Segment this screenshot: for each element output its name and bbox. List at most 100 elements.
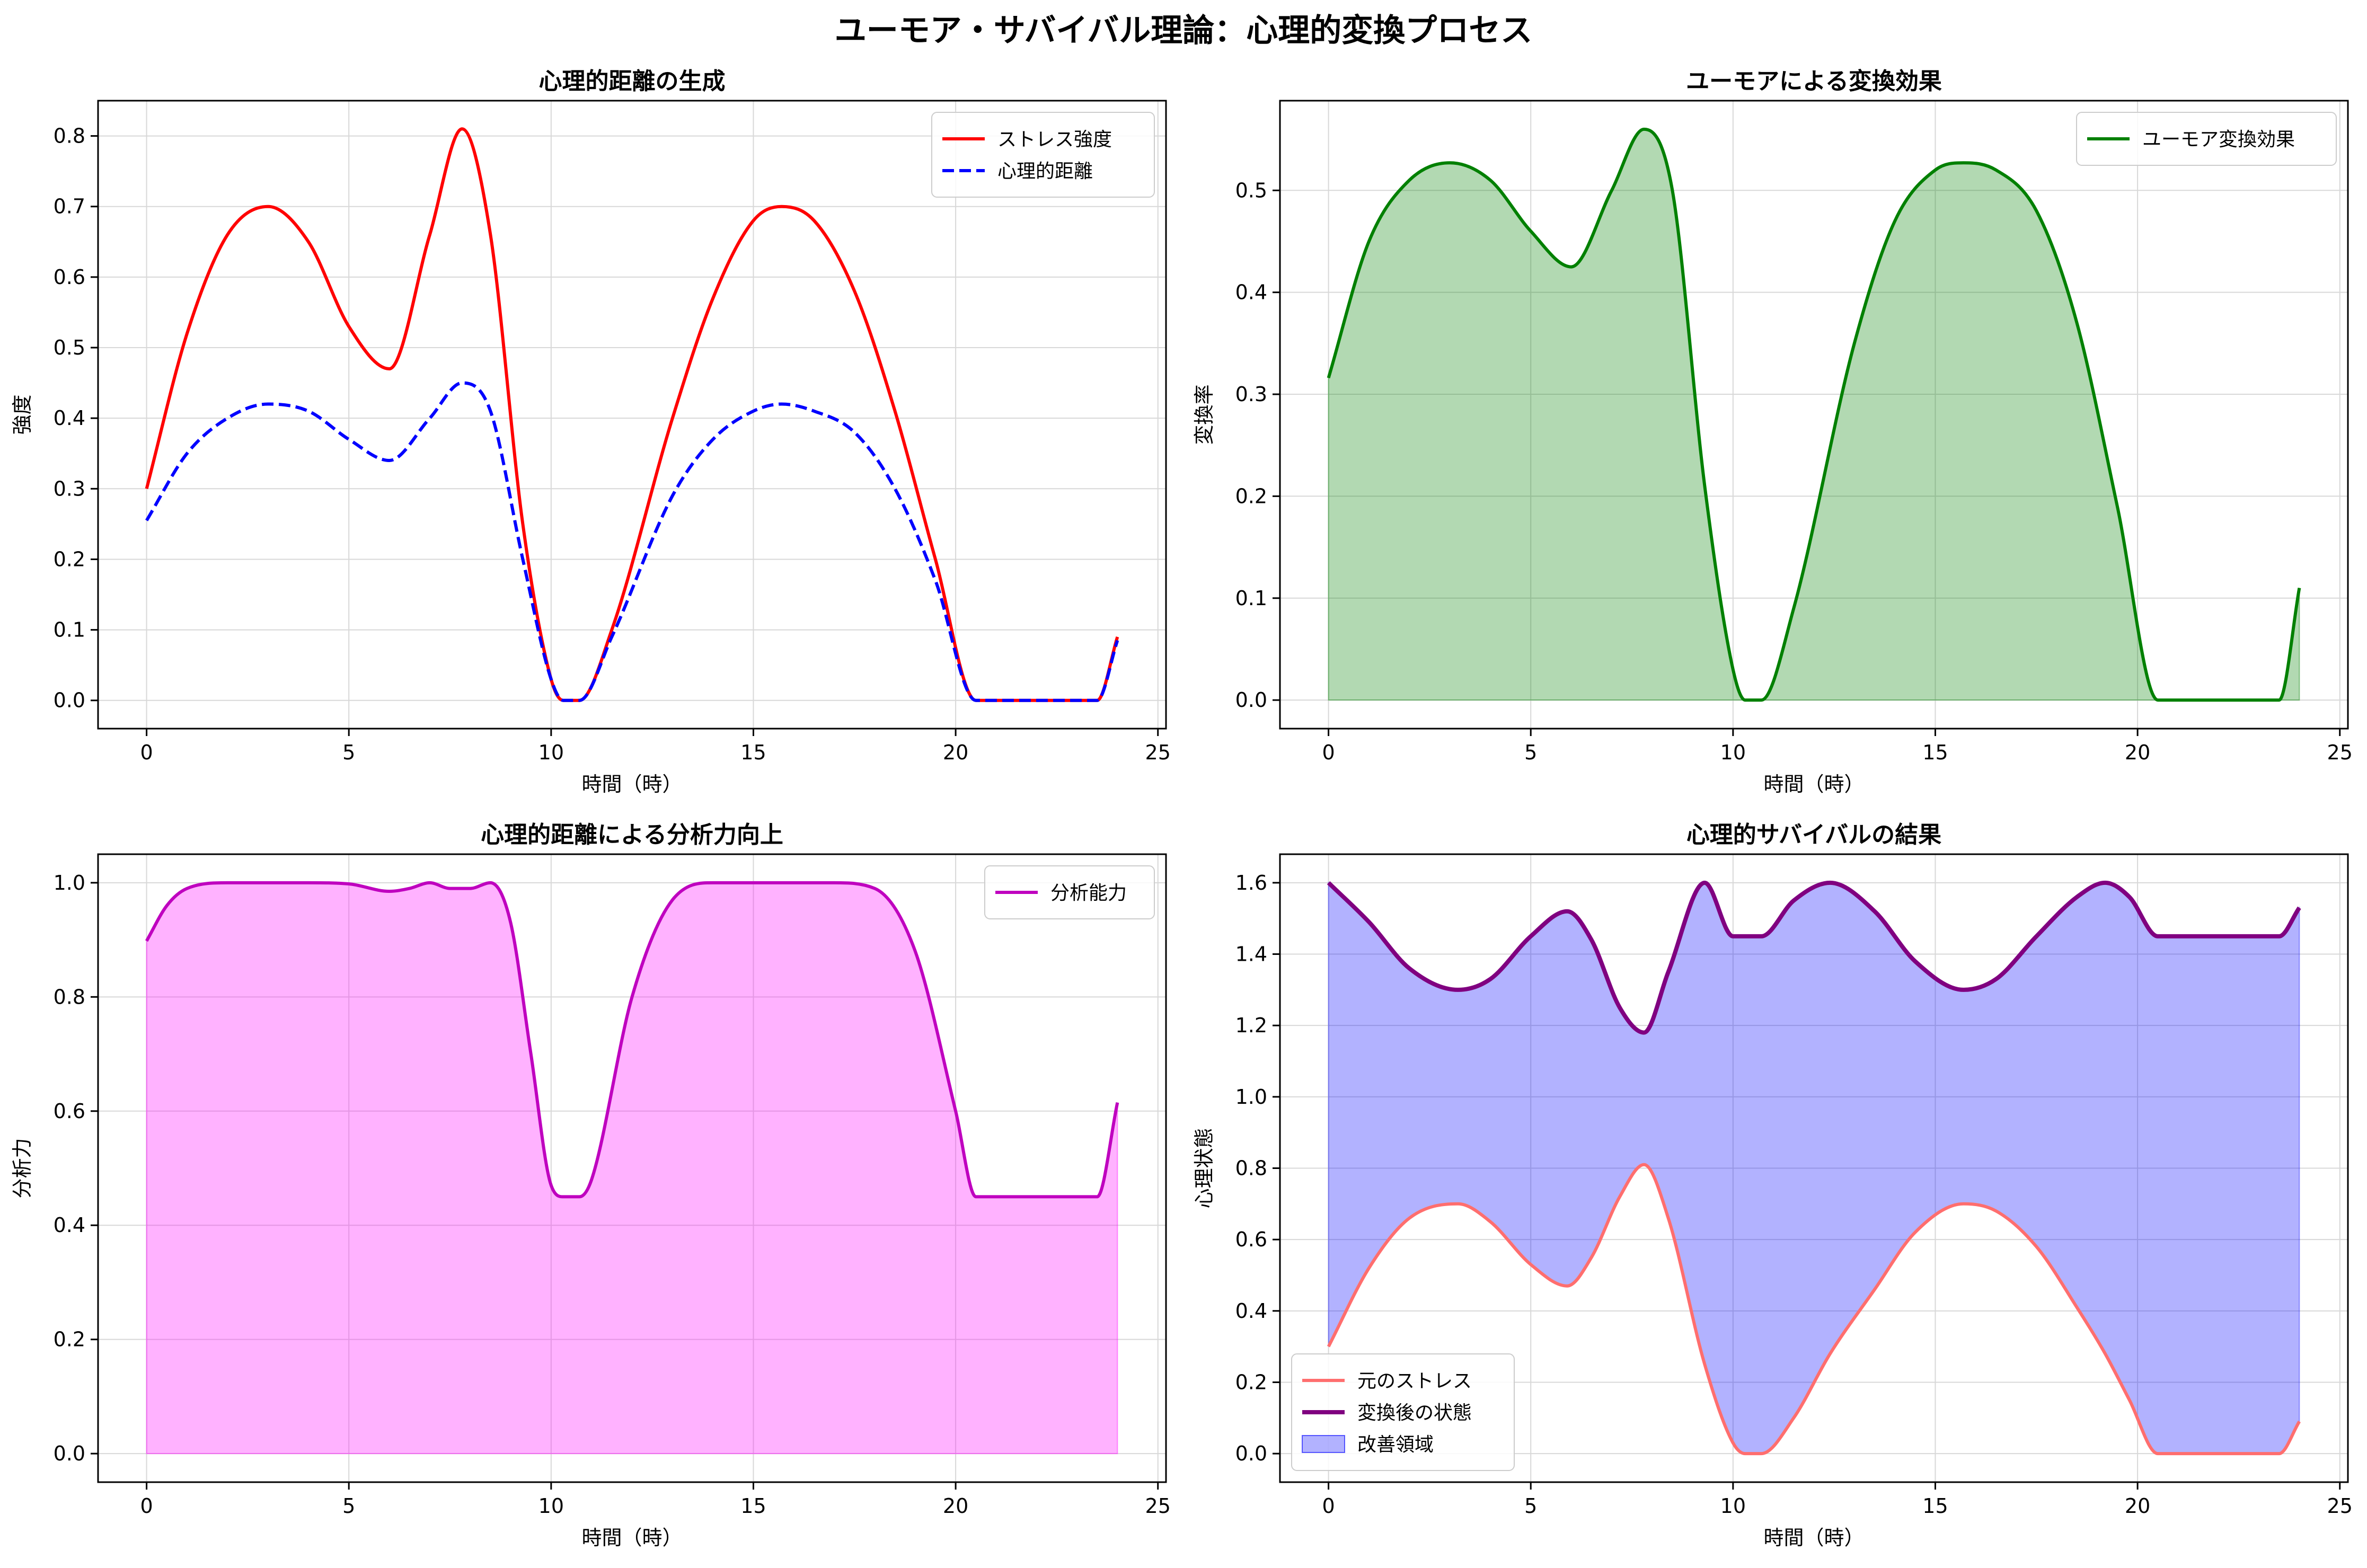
x-tick-label: 25 (1145, 1494, 1171, 1518)
legend-label: ストレス強度 (997, 129, 1112, 150)
legend-box (931, 112, 1155, 198)
panel-p3: 0 5 10 15 20 25 0.0 0.2 0.4 0.6 0.8 1.0 心理的距離による分析力向… (11, 821, 1171, 1549)
legend-box (2076, 112, 2337, 166)
x-tick-label: 0 (1322, 1494, 1335, 1518)
y-tick-label: 0.7 (54, 195, 85, 218)
x-tick-label: 15 (740, 1494, 766, 1518)
x-tick-label: 20 (2125, 1494, 2150, 1518)
x-tick-label: 25 (2327, 741, 2353, 764)
x-tick-label: 10 (1720, 1494, 1746, 1518)
x-tick-label: 5 (1524, 741, 1537, 764)
y-tick-label: 0.8 (54, 985, 85, 1008)
y-tick-label: 0.4 (54, 406, 85, 430)
y-tick-label: 1.0 (1235, 1085, 1267, 1109)
y-tick-label: 0.0 (54, 1442, 85, 1465)
x-tick-label: 0 (140, 741, 153, 764)
grid (1280, 101, 2348, 729)
y-tick-label: 0.6 (1235, 1228, 1267, 1251)
y-tick-label: 1.4 (1235, 943, 1267, 966)
y-tick-label: 0.1 (1235, 587, 1267, 610)
y-tick-label: 0.1 (54, 618, 85, 642)
x-axis-label: 時間（時） (1763, 773, 1864, 796)
panel-p1: 0 5 10 15 20 25 0.0 0.1 0.2 0.3 0.4 0.5 0.6 0.7 0.8 心理的… (11, 68, 1171, 796)
y-tick-label: 0.4 (54, 1213, 85, 1237)
legend-swatch (1302, 1435, 1345, 1453)
legend-label: 変換後の状態 (1357, 1402, 1472, 1424)
series-group (1327, 880, 2301, 1456)
axes-frame (97, 853, 1167, 1483)
series-line-元のストレス (1327, 1163, 2301, 1456)
axes-frame (97, 100, 1167, 730)
legend-label: 元のストレス (1357, 1370, 1472, 1392)
x-tick-label: 0 (1322, 741, 1335, 764)
grid (98, 101, 1166, 729)
legend-label: 分析能力 (1050, 882, 1127, 904)
x-axis-label: 時間（時） (581, 1526, 682, 1549)
series-line-ユーモア変換効果 (1327, 127, 2301, 702)
legend-label: ユーモア変換効果 (2142, 129, 2295, 150)
y-axis-label: 心理状態 (1193, 1128, 1216, 1208)
area-fill-ユーモア変換効果 (1328, 128, 2300, 701)
legend: 分析能力 (984, 865, 1155, 919)
area-fill-分析能力 (146, 882, 1118, 1455)
axes-frame (1279, 100, 2349, 730)
x-axis-label: 時間（時） (1763, 1526, 1864, 1549)
legend: ユーモア変換効果 (2076, 112, 2337, 166)
x-tick-label: 25 (1145, 741, 1171, 764)
y-tick-label: 1.2 (1235, 1014, 1267, 1037)
x-tick-label: 25 (2327, 1494, 2353, 1518)
x-tick-label: 10 (1720, 741, 1746, 764)
y-axis-label: 変換率 (1193, 384, 1216, 445)
y-tick-label: 0.6 (54, 265, 85, 289)
series-group (1327, 127, 2301, 702)
x-tick-label: 5 (342, 1494, 355, 1518)
y-tick-label: 0.2 (1235, 1370, 1267, 1394)
series-line-心理的距離 (145, 381, 1119, 702)
series-group (145, 127, 1119, 702)
panel-title: 心理的距離の生成 (539, 68, 726, 95)
x-tick-label: 15 (1922, 741, 1948, 764)
panel-p2: 0 5 10 15 20 25 0.0 0.1 0.2 0.3 0.4 0.5 ユーモアによる変換効果時… (1193, 68, 2353, 796)
series-line-変換後の状態 (1327, 880, 2301, 1035)
y-tick-label: 0.3 (1235, 383, 1267, 406)
legend-label: 心理的距離 (997, 161, 1093, 182)
legend-label: 改善領域 (1357, 1434, 1434, 1456)
x-axis-label: 時間（時） (581, 773, 682, 796)
y-axis-label: 分析力 (11, 1138, 34, 1198)
panel-title: ユーモアによる変換効果 (1686, 68, 1942, 95)
y-tick-label: 0.8 (1235, 1157, 1267, 1180)
x-tick-label: 10 (538, 741, 564, 764)
x-tick-label: 0 (140, 1494, 153, 1518)
y-tick-label: 1.0 (54, 871, 85, 894)
x-tick-label: 20 (943, 1494, 968, 1518)
x-tick-label: 5 (1524, 1494, 1537, 1518)
series-group (145, 881, 1119, 1455)
x-tick-label: 15 (1922, 1494, 1948, 1518)
legend-box (1291, 1353, 1515, 1471)
y-tick-label: 0.2 (1235, 484, 1267, 508)
y-tick-label: 0.0 (1235, 1442, 1267, 1465)
series-line-分析能力 (145, 881, 1119, 1199)
y-tick-label: 0.5 (1235, 179, 1267, 202)
panel-p4: 0 5 10 15 20 25 0.0 0.2 0.4 0.6 0.8 1.0 1.2 1.4 1.6 心理的… (1193, 821, 2353, 1549)
grid (98, 854, 1166, 1482)
y-tick-label: 1.6 (1235, 871, 1267, 894)
y-tick-label: 0.4 (1235, 281, 1267, 304)
y-tick-label: 0.0 (54, 689, 85, 712)
y-tick-label: 0.6 (54, 1100, 85, 1123)
legend-box (984, 865, 1155, 919)
x-tick-label: 5 (342, 741, 355, 764)
panel-title: 心理的距離による分析力向上 (481, 821, 783, 848)
y-tick-label: 0.2 (54, 1328, 85, 1351)
y-tick-label: 0.3 (54, 477, 85, 500)
y-tick-label: 0.8 (54, 125, 85, 148)
y-tick-label: 0.0 (1235, 688, 1267, 712)
figure-suptitle: ユーモア・サバイバル理論：心理的変換プロセス (835, 12, 1532, 49)
y-tick-label: 0.2 (54, 547, 85, 571)
x-tick-label: 20 (943, 741, 968, 764)
x-tick-label: 15 (740, 741, 766, 764)
x-tick-label: 20 (2125, 741, 2150, 764)
